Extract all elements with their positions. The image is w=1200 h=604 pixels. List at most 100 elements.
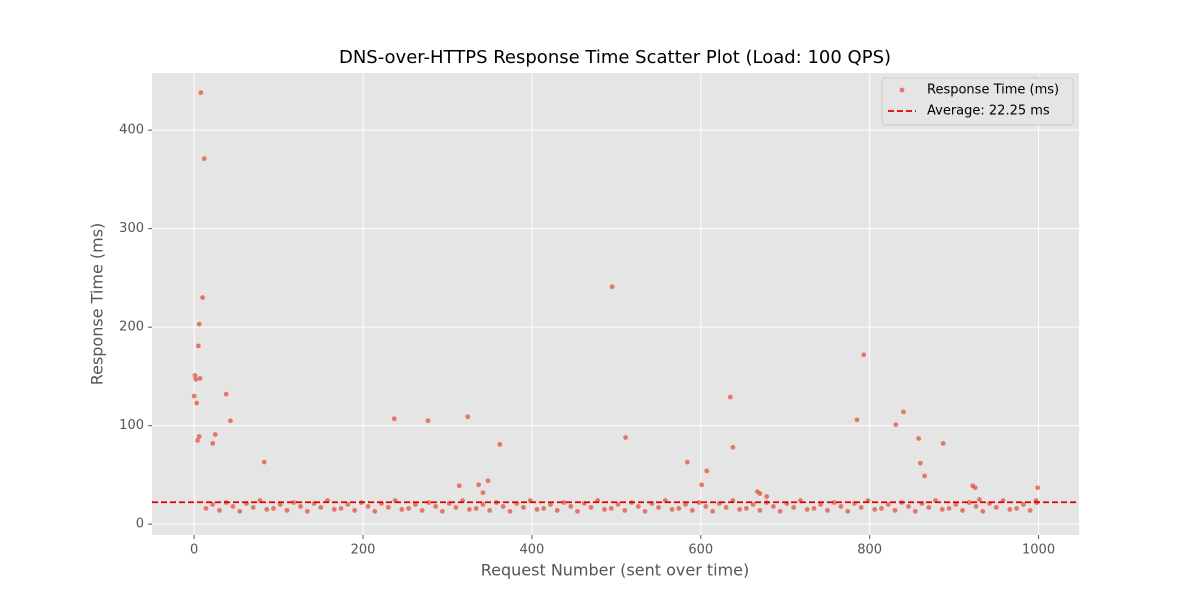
point — [191, 393, 197, 399]
point — [318, 505, 324, 510]
y-tick-label: 0 — [136, 517, 144, 532]
point — [615, 502, 621, 507]
point — [480, 490, 486, 496]
point — [906, 504, 911, 509]
point — [453, 505, 459, 510]
point — [1027, 507, 1033, 513]
point — [298, 504, 303, 509]
point — [304, 508, 310, 514]
point — [487, 507, 493, 513]
point — [972, 485, 978, 491]
point — [696, 500, 702, 505]
point — [419, 507, 425, 513]
point — [196, 321, 202, 327]
point — [953, 502, 959, 507]
point — [854, 417, 860, 423]
point — [973, 504, 979, 509]
point — [977, 497, 982, 502]
point — [1007, 506, 1013, 512]
point — [352, 507, 357, 513]
x-tick-label: 1000 — [1022, 543, 1055, 558]
point — [966, 500, 972, 505]
legend-label: Response Time (ms) — [927, 83, 1059, 98]
point — [406, 506, 412, 511]
point — [703, 504, 709, 509]
point — [861, 352, 867, 358]
x-tick-label: 200 — [351, 543, 376, 558]
point — [284, 507, 290, 513]
point — [480, 502, 486, 507]
x-tick-label: 800 — [857, 543, 882, 558]
point — [217, 507, 222, 513]
point — [885, 502, 891, 507]
point — [635, 504, 641, 509]
point — [548, 502, 553, 507]
chart-title: DNS-over-HTTPS Response Time Scatter Plo… — [339, 47, 891, 68]
point — [365, 504, 371, 509]
point — [917, 460, 923, 466]
point — [237, 508, 243, 514]
point — [901, 409, 906, 415]
point — [879, 506, 884, 511]
point — [831, 500, 837, 505]
point — [609, 284, 615, 290]
x-tick-label: 600 — [688, 543, 713, 558]
point — [264, 506, 270, 512]
point — [750, 502, 756, 507]
point — [939, 506, 945, 512]
point — [476, 482, 482, 488]
point — [372, 508, 378, 514]
x-tick-label: 0 — [190, 543, 198, 558]
point — [642, 508, 648, 514]
point — [568, 504, 574, 509]
x-axis-label: Request Number (sent over time) — [481, 561, 750, 580]
point — [193, 376, 199, 382]
point — [602, 506, 607, 512]
point — [1014, 506, 1019, 511]
point — [198, 90, 204, 96]
point — [912, 508, 918, 514]
point — [811, 506, 817, 511]
point — [228, 418, 233, 424]
point — [710, 508, 716, 514]
legend-label: Average: 22.25 ms — [927, 104, 1050, 119]
point — [425, 418, 431, 424]
point — [818, 502, 824, 507]
point — [331, 506, 337, 512]
point — [699, 482, 705, 488]
point — [893, 422, 899, 428]
point — [338, 506, 344, 511]
point — [791, 505, 797, 510]
point — [858, 505, 864, 510]
point — [426, 500, 432, 505]
point — [456, 483, 462, 489]
point — [261, 459, 267, 465]
point — [723, 505, 729, 510]
point — [210, 502, 216, 507]
point — [980, 508, 986, 514]
y-tick-label: 400 — [119, 123, 144, 138]
point — [194, 400, 200, 406]
point — [473, 506, 479, 511]
y-axis-label: Response Time (ms) — [88, 223, 107, 386]
point — [277, 502, 283, 507]
point — [391, 416, 397, 422]
point — [872, 506, 878, 512]
point — [210, 440, 216, 446]
point — [271, 506, 276, 511]
point — [465, 414, 471, 420]
point — [845, 508, 851, 514]
point — [412, 502, 418, 507]
point — [704, 468, 710, 474]
point — [195, 343, 201, 349]
point — [946, 506, 952, 511]
point — [195, 438, 200, 443]
point — [439, 508, 445, 514]
point — [554, 507, 560, 513]
point — [230, 504, 236, 509]
y-tick-label: 300 — [119, 221, 144, 236]
y-tick-label: 100 — [119, 418, 144, 433]
point — [622, 507, 628, 513]
point — [730, 444, 736, 450]
